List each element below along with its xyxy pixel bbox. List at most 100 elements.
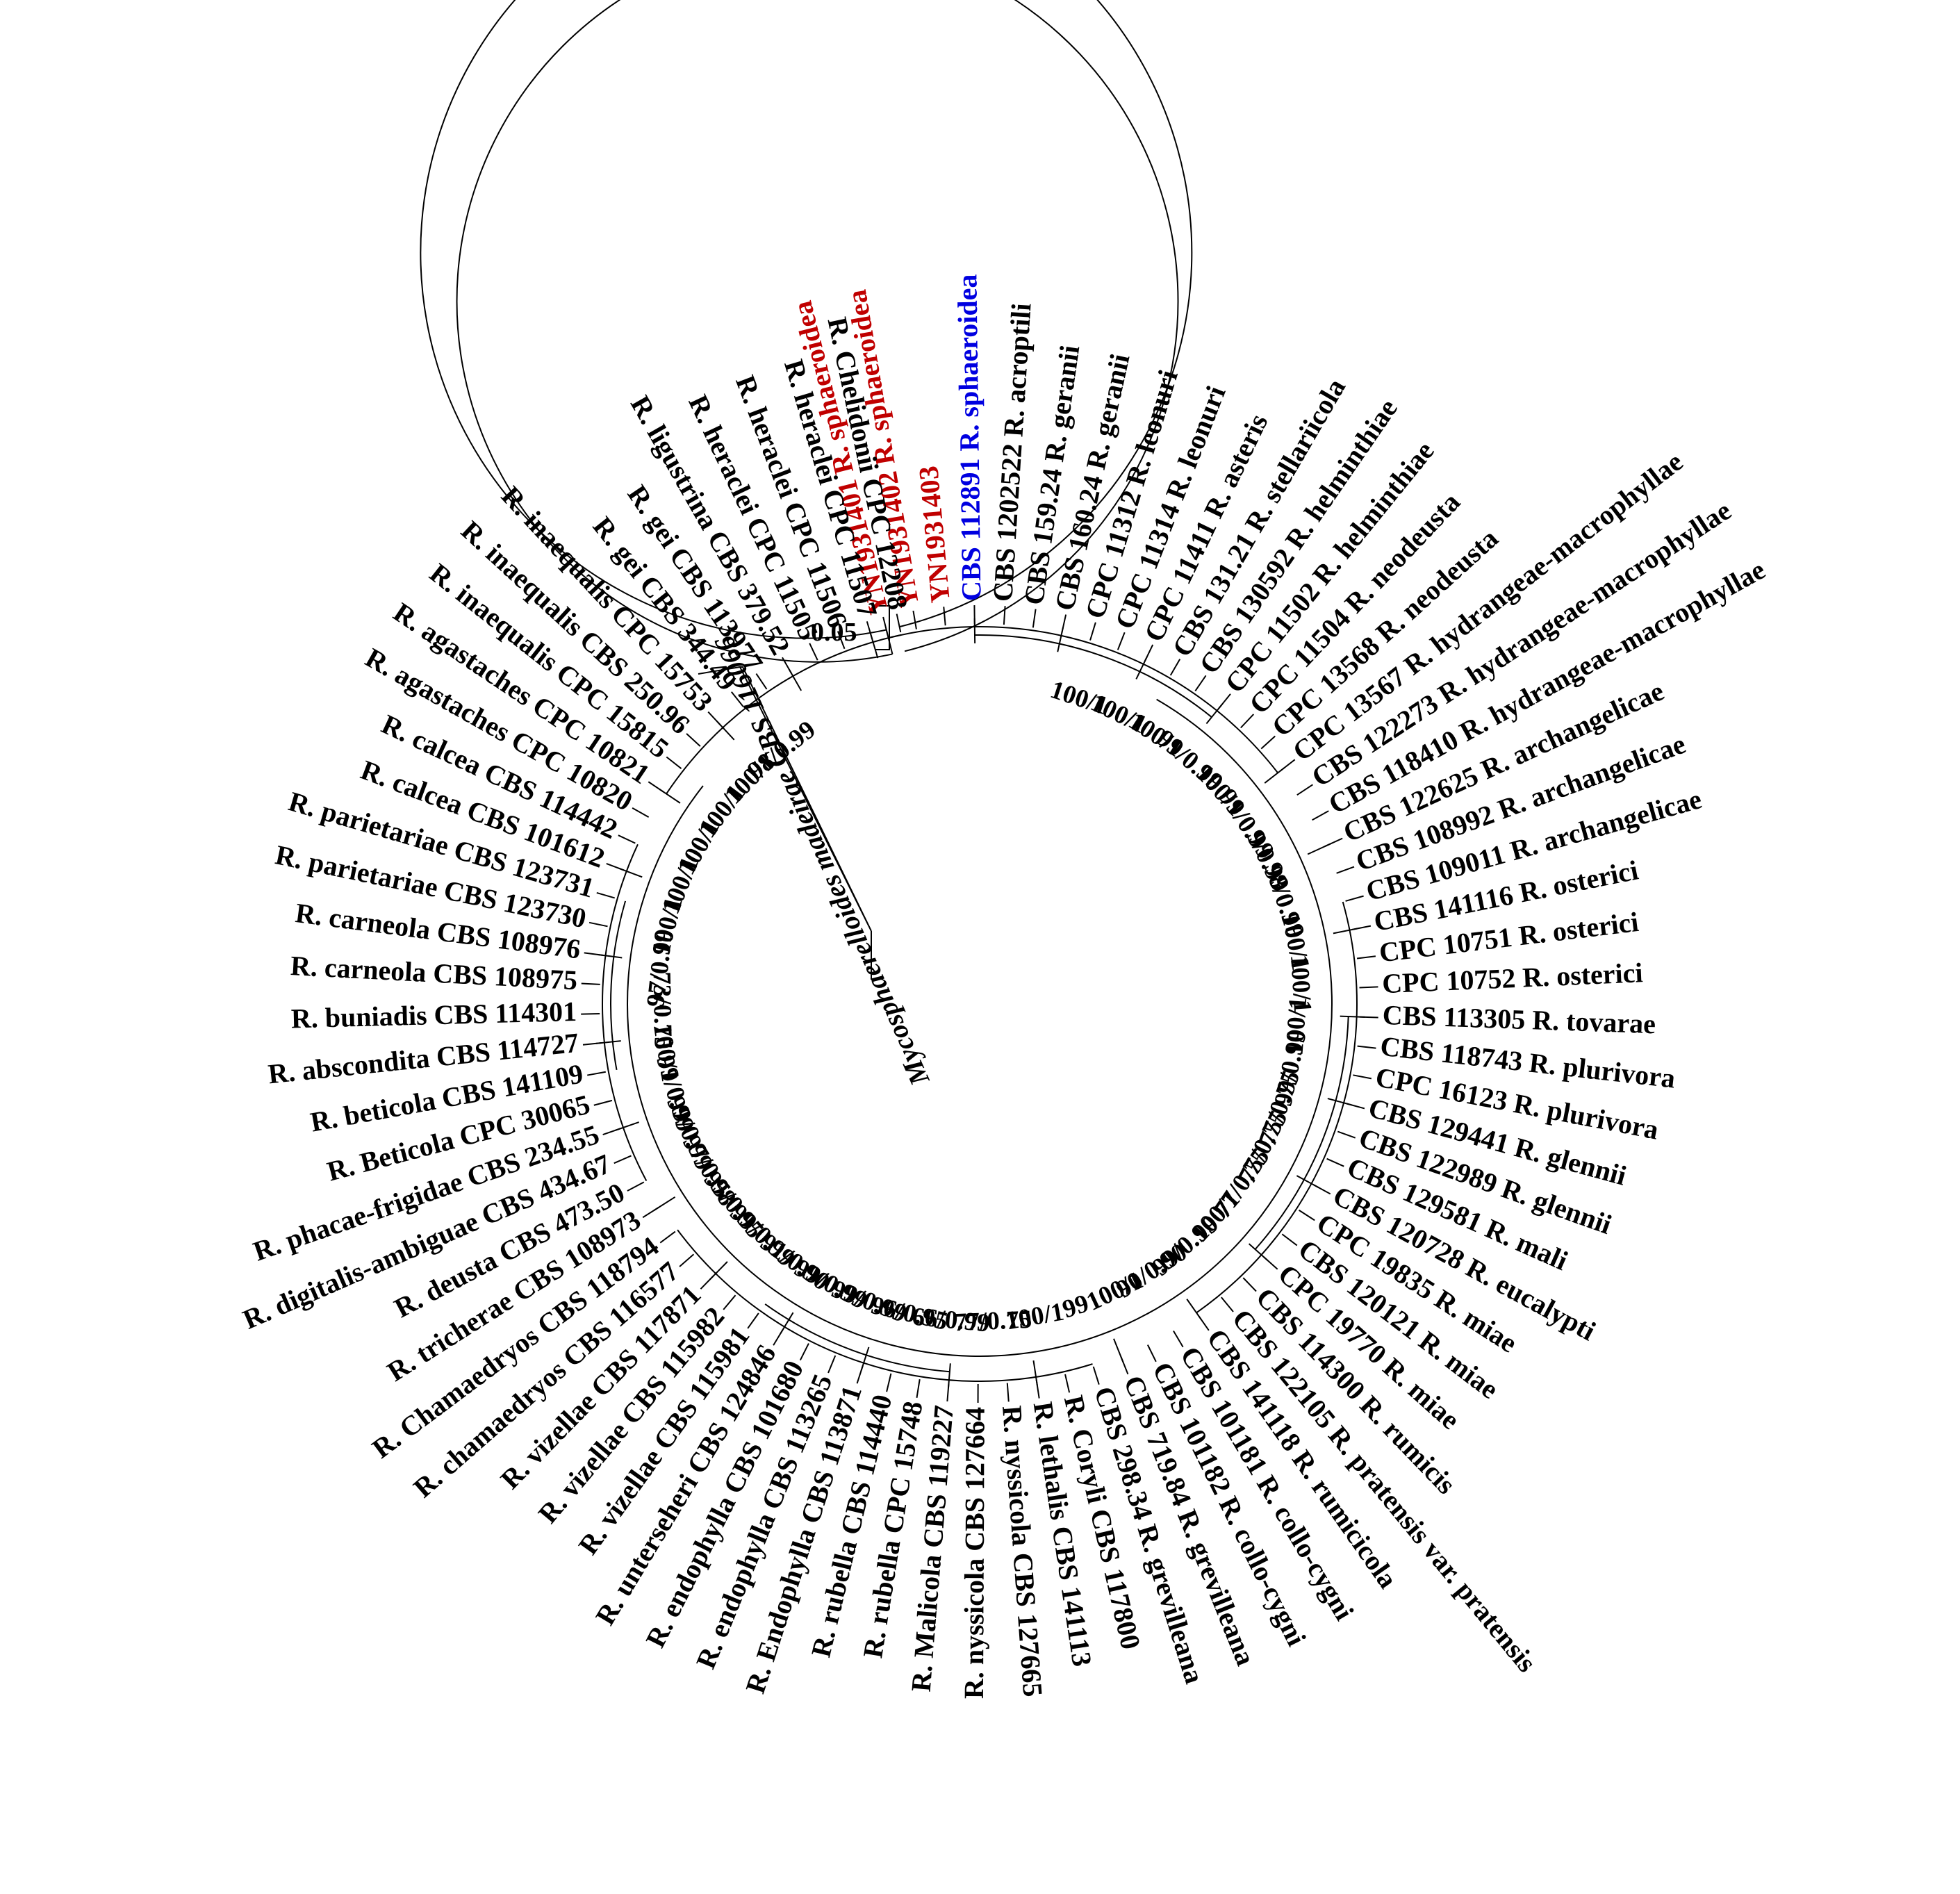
support-value: 73/0.75 — [647, 971, 677, 1050]
clade-tick — [615, 1121, 639, 1131]
clade-tick — [597, 953, 623, 959]
tip-branch — [1298, 1209, 1315, 1221]
clade-tick — [1186, 1299, 1202, 1320]
clade-tick — [947, 1363, 951, 1389]
support-value: 100/1 — [1285, 954, 1317, 1014]
tip-branch — [723, 1294, 736, 1310]
support-value: 77/0.75 — [953, 1306, 1032, 1337]
tip-branch — [596, 891, 615, 899]
outer-ring — [420, 0, 1193, 639]
tree-branches — [420, 0, 1378, 1403]
tip-branch — [1337, 1130, 1356, 1139]
outgroup-label-text: Mycosphaerelloides madeirae CBS 116066 — [708, 631, 936, 1091]
clade-tick — [1307, 843, 1331, 855]
tip-branch — [1194, 675, 1207, 692]
clade-tick — [659, 788, 681, 804]
inner-ring — [456, 0, 1179, 663]
taxon-label: CBS 112891 R. sphaeroidea — [951, 274, 987, 601]
clade-ring — [602, 843, 648, 1181]
tip-branch — [747, 1312, 759, 1329]
clade-tick — [1057, 627, 1064, 652]
tip-branch — [799, 1343, 809, 1361]
tip-branch — [1173, 1331, 1184, 1348]
tip-branch — [1312, 810, 1329, 821]
clade-ring — [666, 634, 902, 795]
clade-tick — [1205, 703, 1223, 725]
tip-branch — [1006, 1383, 1010, 1402]
taxon-label: CBS 113305 R. tovarae — [1382, 999, 1656, 1039]
clade-ring — [974, 634, 1212, 718]
clade-tick — [1296, 1175, 1319, 1189]
support-value: 100/1 — [1280, 996, 1312, 1056]
tip-branch — [618, 834, 636, 844]
clade-tick — [595, 1040, 621, 1044]
tip-branch — [1169, 659, 1181, 676]
scale-bar: 0.05 — [811, 605, 890, 650]
clade-ring — [1196, 901, 1358, 1314]
tip-branch — [1281, 1233, 1298, 1246]
tip-branch — [1296, 784, 1313, 796]
clade-ring — [764, 1303, 950, 1373]
clade-ring — [610, 900, 627, 1071]
outgroup-clade: Mycosphaerelloides madeirae CBS 116066 — [698, 631, 936, 1091]
clade-tick — [1113, 1338, 1124, 1362]
outgroup-connector — [698, 666, 741, 675]
tip-branch — [1353, 1074, 1372, 1080]
clade-tick — [788, 668, 802, 691]
tip-branch — [1032, 609, 1037, 628]
tip-branch — [659, 1230, 676, 1244]
support-value: 66/0.99 — [911, 1303, 991, 1338]
clade-tick — [780, 1312, 794, 1335]
taxon-label: R. buniadis CBS 114301 — [290, 996, 577, 1035]
scale-bar-line — [875, 605, 890, 650]
inner-ring — [627, 698, 1333, 1357]
tip-branch — [912, 610, 917, 629]
support-value: 100/1 — [1082, 1266, 1148, 1317]
tip-branch — [755, 673, 768, 690]
tip-branch — [1146, 1344, 1157, 1362]
tip-branch — [809, 643, 818, 661]
clade-ring — [888, 626, 1278, 773]
clade-tick — [653, 1196, 676, 1211]
clade-tick — [1340, 1015, 1365, 1018]
clade-tick — [1333, 928, 1358, 934]
scale-bar-label: 0.05 — [811, 618, 857, 647]
clade-ring — [1254, 1016, 1349, 1250]
tip-branch — [1357, 1045, 1376, 1049]
tip-branch — [679, 1253, 695, 1267]
tip-branch — [1089, 622, 1096, 641]
tip-branch — [581, 982, 600, 985]
tip-branch — [827, 1355, 837, 1374]
tip-branch — [632, 807, 650, 818]
tip-branch — [1221, 1296, 1234, 1312]
tip-branch — [896, 614, 902, 633]
tip-branch — [943, 607, 946, 626]
tip-branch — [588, 921, 608, 928]
clade-tick — [860, 1347, 870, 1372]
tip-branch — [886, 1373, 892, 1392]
tip-branch — [1356, 955, 1376, 960]
clade-tick — [1327, 1098, 1352, 1106]
clade-tick — [618, 867, 643, 878]
clade-tick — [1248, 1243, 1269, 1261]
tip-branch — [1240, 714, 1255, 729]
clade-tick — [709, 1261, 728, 1280]
tip-branch — [1092, 1366, 1100, 1385]
outgroup-label: Mycosphaerelloides madeirae CBS 116066 — [708, 631, 936, 1091]
tip-branch — [627, 1181, 645, 1192]
tip-branch — [837, 631, 846, 650]
clade-tick — [1264, 767, 1285, 784]
tip-branch — [666, 756, 682, 770]
tip-branch — [593, 1099, 613, 1106]
tip-branch — [730, 691, 744, 707]
support-values: 100/1100/1100/199/0.99100/199/0.999/0.99… — [641, 675, 1317, 1337]
tip-branch — [587, 1071, 606, 1076]
clade-tick — [716, 720, 735, 741]
tip-branch — [1117, 632, 1126, 650]
tip-branch — [916, 1378, 921, 1398]
tip-branch — [1260, 735, 1276, 750]
clade-tick — [1135, 656, 1148, 680]
tip-branch — [686, 733, 701, 747]
